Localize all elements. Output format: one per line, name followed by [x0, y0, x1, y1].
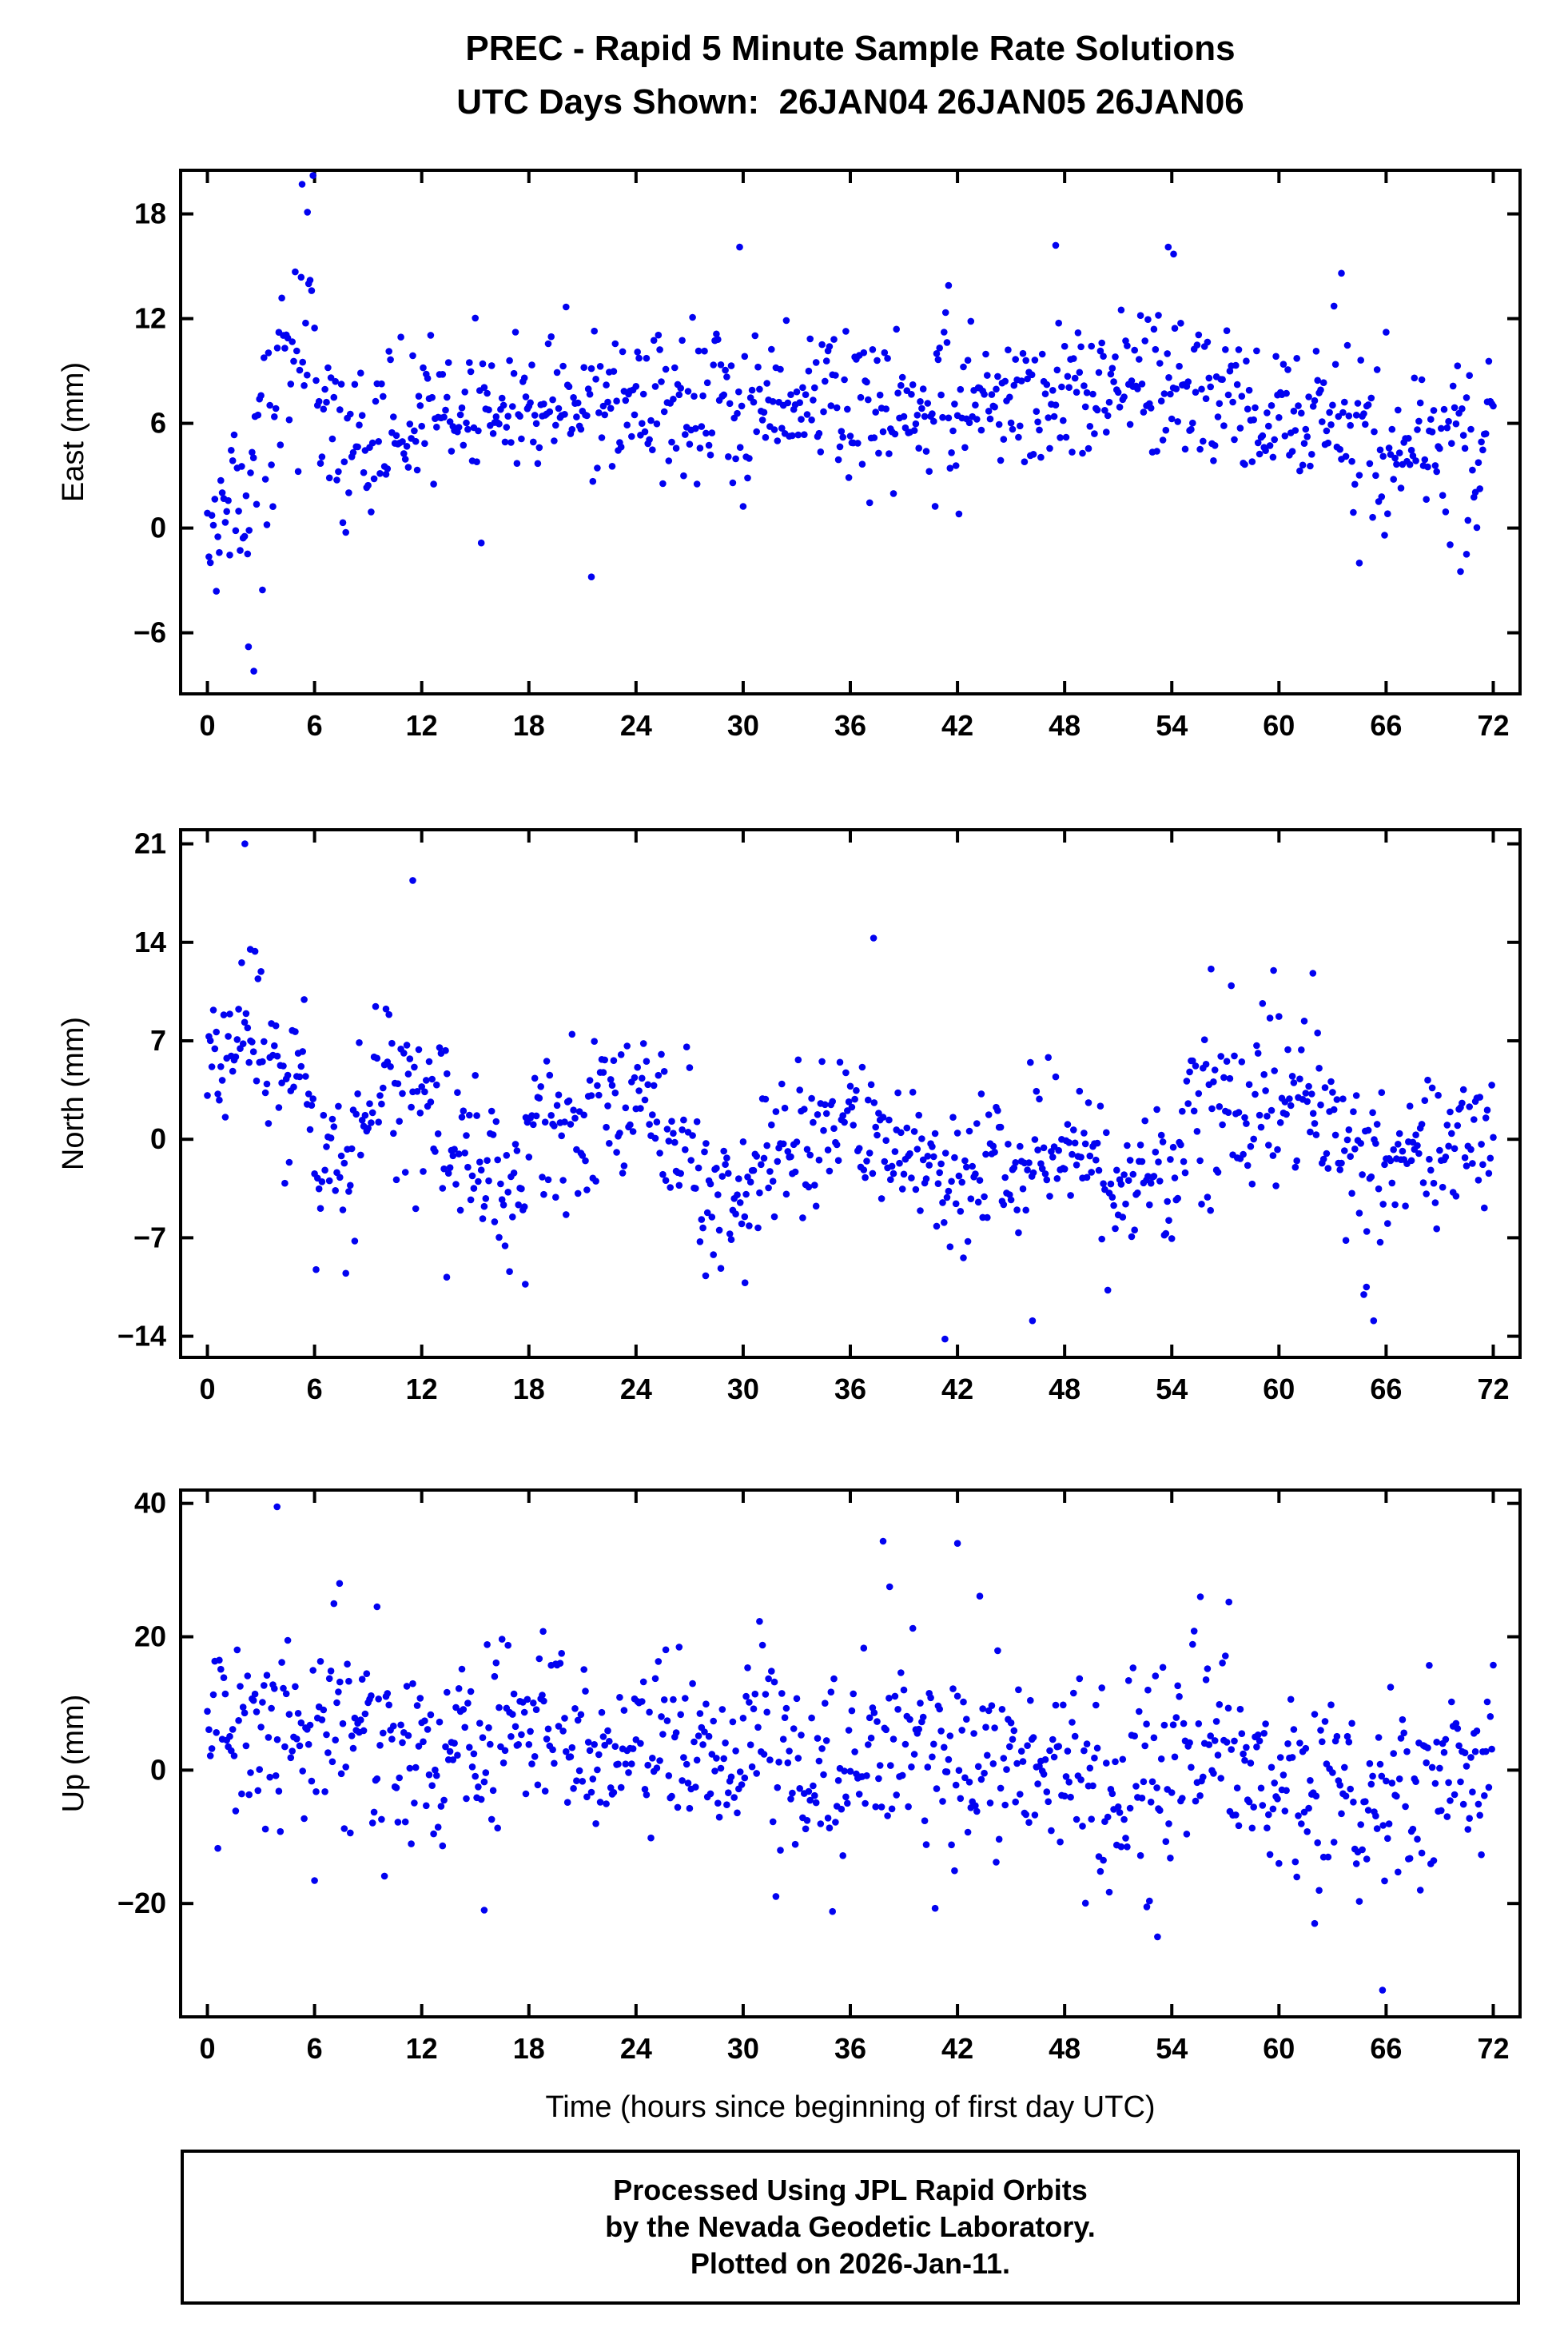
x-tick-label: 12 [406, 709, 438, 742]
x-tick-label: 66 [1370, 2032, 1402, 2065]
x-tick-label: 30 [727, 2032, 759, 2065]
x-tick-label: 66 [1370, 1373, 1402, 1405]
x-tick-label: 48 [1049, 709, 1080, 742]
y-tick-label: 14 [134, 926, 166, 958]
footer-line-3: Plotted on 2026-Jan-11. [690, 2247, 1011, 2280]
x-tick-label: 60 [1263, 1373, 1295, 1405]
x-tick-label: 18 [513, 709, 545, 742]
chart-subtitle: UTC Days Shown: 26JAN04 26JAN05 26JAN06 [456, 82, 1244, 122]
x-tick-label: 72 [1477, 1373, 1509, 1405]
x-tick-label: 48 [1049, 1373, 1080, 1405]
y-tick-label: 0 [150, 1753, 166, 1786]
y-tick-label: 0 [150, 1122, 166, 1155]
y-tick-label: 12 [134, 302, 166, 335]
x-tick-label: 24 [620, 709, 652, 742]
footer-box: Processed Using JPL Rapid Orbits by the … [181, 2150, 1520, 2305]
x-tick-label: 36 [834, 2032, 866, 2065]
x-tick-label: 24 [620, 1373, 652, 1405]
x-tick-label: 30 [727, 1373, 759, 1405]
x-tick-label: 60 [1263, 709, 1295, 742]
up-axis-label: Up (mm) [57, 1695, 90, 1813]
y-tick-label: 40 [134, 1487, 166, 1520]
north-panel: 0 6 12 18 24 30 36 42 48 54 60 66 72 −14 −7 0 7 14 21 North… [57, 827, 1522, 1405]
x-tick-label: 0 [200, 2032, 216, 2065]
x-tick-label: 18 [513, 1373, 545, 1405]
x-tick-label: 6 [307, 2032, 323, 2065]
x-tick-label: 36 [834, 1373, 866, 1405]
y-tick-label: 18 [134, 197, 166, 230]
east-panel: 0 6 12 18 24 30 36 42 48 54 60 66 72 −6 0 6 12 18 East (mm… [57, 169, 1522, 742]
x-tick-label: 48 [1049, 2032, 1080, 2065]
north-points [204, 840, 1497, 1343]
x-tick-label: 0 [200, 709, 216, 742]
x-tick-label: 72 [1477, 2032, 1509, 2065]
x-tick-label: 60 [1263, 2032, 1295, 2065]
x-tick-label: 30 [727, 709, 759, 742]
east-points [204, 172, 1497, 675]
chart-title: PREC - Rapid 5 Minute Sample Rate Soluti… [465, 29, 1236, 68]
footer-line-1: Processed Using JPL Rapid Orbits [613, 2174, 1088, 2206]
x-tick-label: 18 [513, 2032, 545, 2065]
footer-line-2: by the Nevada Geodetic Laboratory. [605, 2210, 1096, 2243]
x-tick-label: 42 [941, 709, 973, 742]
x-axis-label: Time (hours since beginning of first day… [545, 2090, 1155, 2124]
north-axis-label: North (mm) [57, 1017, 90, 1170]
y-tick-label: 20 [134, 1620, 166, 1653]
x-tick-label: 6 [307, 709, 323, 742]
x-tick-label: 6 [307, 1373, 323, 1405]
x-tick-label: 54 [1156, 709, 1188, 742]
x-tick-label: 12 [406, 1373, 438, 1405]
x-tick-label: 66 [1370, 709, 1402, 742]
y-tick-label: −7 [133, 1221, 166, 1253]
x-tick-label: 72 [1477, 709, 1509, 742]
x-tick-label: 0 [200, 1373, 216, 1405]
x-tick-label: 54 [1156, 2032, 1188, 2065]
east-axis-label: East (mm) [57, 362, 90, 502]
x-tick-label: 12 [406, 2032, 438, 2065]
y-tick-label: 7 [150, 1024, 166, 1057]
y-tick-label: −14 [117, 1320, 166, 1353]
y-tick-label: 0 [150, 512, 166, 544]
up-points [204, 1503, 1497, 1994]
x-tick-label: 36 [834, 709, 866, 742]
up-panel: 0 6 12 18 24 30 36 42 48 54 60 66 72 −20 0 20 40 Up (mm) [57, 1487, 1522, 2065]
y-tick-label: −6 [133, 616, 166, 649]
y-tick-label: −20 [117, 1887, 166, 1919]
y-tick-label: 21 [134, 827, 166, 860]
x-tick-label: 24 [620, 2032, 652, 2065]
x-tick-label: 54 [1156, 1373, 1188, 1405]
y-tick-label: 6 [150, 407, 166, 440]
x-tick-label: 42 [941, 1373, 973, 1405]
x-tick-label: 42 [941, 2032, 973, 2065]
